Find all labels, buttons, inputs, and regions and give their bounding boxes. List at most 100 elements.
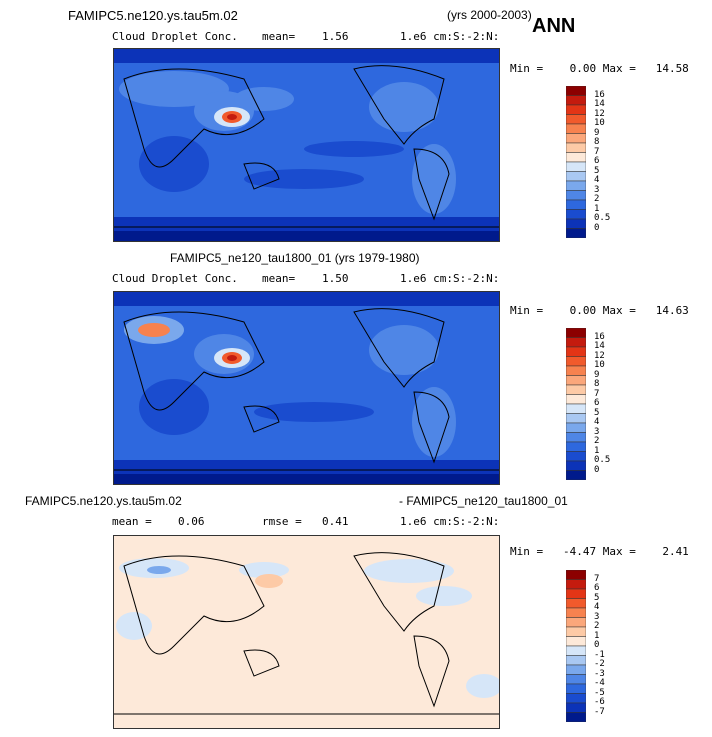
panel2-variable: Cloud Droplet Conc.	[112, 272, 238, 285]
colorbar-tick-label: -7	[594, 706, 605, 717]
panel3-colorbar-svg	[565, 569, 587, 723]
colorbar-tick-label: -2	[594, 659, 605, 669]
colorbar-swatch	[565, 664, 587, 675]
panel3-title-right: - FAMIPC5_ne120_tau1800_01	[399, 494, 568, 508]
panel3-minmax: Min = -4.47 Max = 2.41	[510, 545, 689, 558]
colorbar-swatch	[565, 683, 587, 694]
panel3-field	[114, 536, 499, 728]
colorbar-swatch	[565, 607, 587, 618]
colorbar-swatch	[565, 104, 587, 115]
colorbar-tick-label: 5	[594, 165, 600, 176]
panel1-map	[113, 48, 500, 242]
colorbar-tick-label: 1	[594, 630, 600, 641]
colorbar-swatch	[565, 674, 587, 685]
year-range: (yrs 2000-2003)	[447, 8, 532, 22]
colorbar-tick-label: 8	[594, 137, 600, 147]
colorbar-swatch	[565, 569, 587, 580]
colorbar-swatch	[565, 451, 587, 462]
colorbar-swatch	[565, 190, 587, 201]
colorbar-tick-label: 5	[594, 407, 600, 418]
colorbar-swatch	[565, 133, 587, 144]
panel1-mean-value: 1.56	[322, 30, 349, 43]
colorbar-tick-label: 0	[594, 222, 600, 233]
colorbar-tick-label: -6	[594, 697, 605, 707]
panel3-title-left: FAMIPC5.ne120.ys.tau5m.02	[25, 494, 182, 508]
colorbar-swatch	[565, 161, 587, 172]
colorbar-tick-label: 4	[594, 417, 600, 427]
colorbar-swatch	[565, 432, 587, 443]
colorbar-swatch	[565, 588, 587, 599]
colorbar-tick-label: 2	[594, 621, 600, 631]
case-title: FAMIPC5.ne120.ys.tau5m.02	[68, 8, 238, 23]
colorbar-swatch	[565, 337, 587, 348]
colorbar-tick-label: -4	[594, 678, 605, 688]
colorbar-swatch	[565, 228, 587, 239]
colorbar-swatch	[565, 626, 587, 637]
colorbar-swatch	[565, 114, 587, 125]
colorbar-tick-label: 14	[594, 341, 605, 351]
colorbar-tick-label: 2	[594, 194, 600, 204]
colorbar-tick-label: 7	[594, 388, 600, 399]
colorbar-tick-label: 9	[594, 127, 600, 138]
colorbar-tick-label: 10	[594, 360, 605, 370]
colorbar-tick-label: 7	[594, 573, 600, 584]
colorbar-tick-label: 12	[594, 108, 605, 119]
colorbar-swatch	[565, 95, 587, 106]
colorbar-tick-label: 3	[594, 611, 600, 622]
colorbar-tick-label: 14	[594, 99, 605, 109]
colorbar-tick-label: 12	[594, 350, 605, 361]
panel3-rmse-value: 0.41	[322, 515, 349, 528]
panel3-colorbar	[565, 569, 587, 723]
panel2-mean-value: 1.50	[322, 272, 349, 285]
colorbar-swatch	[565, 702, 587, 713]
colorbar-swatch	[565, 375, 587, 386]
panel1-field	[114, 49, 499, 241]
panel1-colorbar-svg	[565, 85, 587, 239]
colorbar-swatch	[565, 356, 587, 367]
panel3-mean-value: 0.06	[178, 515, 205, 528]
colorbar-tick-label: 16	[594, 89, 605, 100]
panel1-colorbar	[565, 85, 587, 239]
season-label: ANN	[532, 15, 576, 37]
panel2-mean-label: mean=	[262, 272, 296, 285]
colorbar-tick-label: 5	[594, 592, 600, 603]
colorbar-swatch	[565, 327, 587, 338]
colorbar-swatch	[565, 152, 587, 163]
colorbar-tick-label: -3	[594, 668, 605, 679]
colorbar-swatch	[565, 422, 587, 433]
colorbar-swatch	[565, 598, 587, 609]
colorbar-tick-label: -1	[594, 649, 605, 660]
colorbar-swatch	[565, 218, 587, 229]
colorbar-swatch	[565, 470, 587, 481]
colorbar-swatch	[565, 460, 587, 471]
panel3-mean-label: mean =	[112, 515, 152, 528]
colorbar-tick-label: 0.5	[594, 213, 611, 223]
colorbar-tick-label: 3	[594, 184, 600, 195]
panel1-mean-label: mean=	[262, 30, 296, 43]
colorbar-tick-label: 6	[594, 583, 600, 593]
colorbar-swatch	[565, 712, 587, 723]
colorbar-swatch	[565, 346, 587, 357]
colorbar-swatch	[565, 123, 587, 134]
panel1-variable: Cloud Droplet Conc.	[112, 30, 238, 43]
colorbar-swatch	[565, 209, 587, 220]
colorbar-swatch	[565, 171, 587, 182]
colorbar-tick-label: 10	[594, 118, 605, 128]
colorbar-swatch	[565, 413, 587, 424]
colorbar-swatch	[565, 365, 587, 376]
colorbar-swatch	[565, 579, 587, 590]
colorbar-swatch	[565, 142, 587, 153]
colorbar-tick-label: 7	[594, 146, 600, 157]
panel2-colorbar-svg	[565, 327, 587, 481]
colorbar-tick-label: 0	[594, 464, 600, 475]
colorbar-tick-label: 9	[594, 369, 600, 380]
panel2-field	[114, 292, 499, 484]
colorbar-tick-label: 0	[594, 640, 600, 650]
panel3-units: 1.e6 cm:S:-2:N:	[400, 515, 500, 528]
panel1-minmax: Min = 0.00 Max = 14.58	[510, 62, 689, 75]
panel3-rmse-label: rmse =	[262, 515, 302, 528]
colorbar-tick-label: 4	[594, 602, 600, 612]
panel1-units: 1.e6 cm:S:-2:N:	[400, 30, 500, 43]
colorbar-swatch	[565, 180, 587, 191]
